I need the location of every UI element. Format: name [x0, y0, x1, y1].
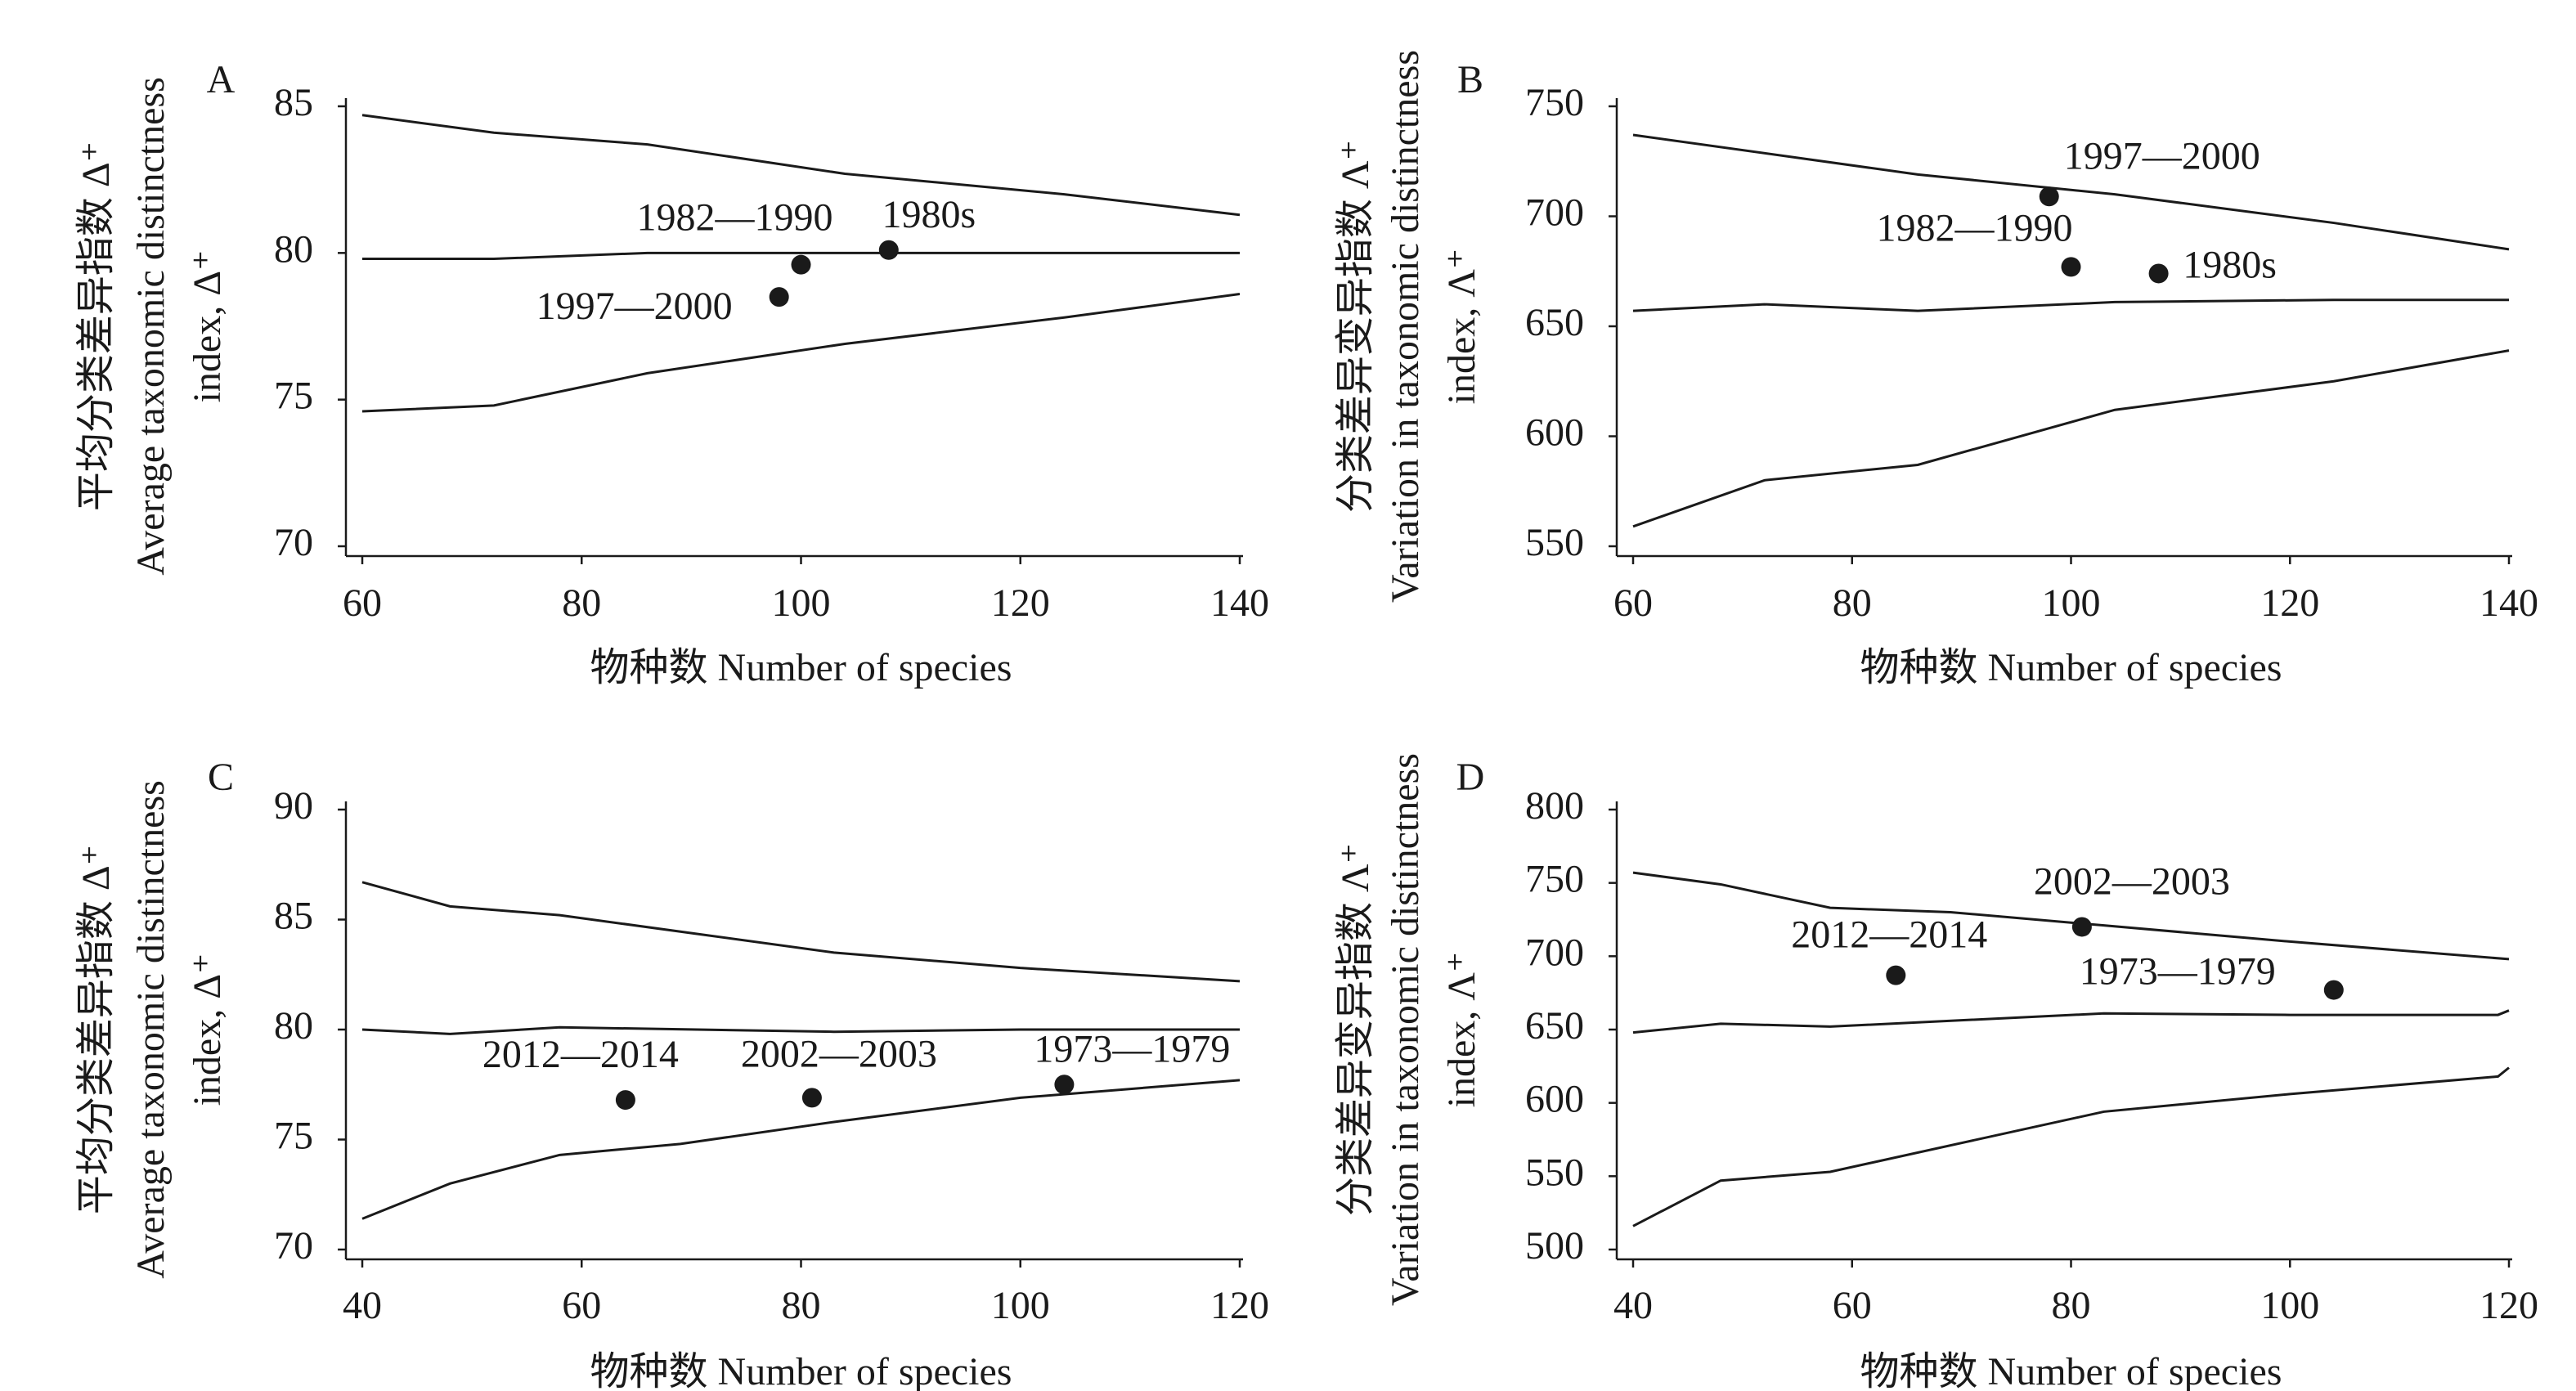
y-axis-label: 分类差异变异指数 Λ⁺	[1334, 843, 1377, 1216]
data-point	[2071, 917, 2092, 937]
x-tick-label: 100	[991, 1284, 1050, 1327]
y-axis-label: Average taxonomic distinctness	[129, 780, 173, 1279]
y-tick-label: 600	[1525, 411, 1584, 455]
data-point	[1054, 1075, 1075, 1095]
point-label: 1982—1990	[1877, 206, 2073, 249]
envelope-line	[361, 1025, 1240, 1035]
point-label: 1997—2000	[2064, 134, 2260, 177]
y-tick-label: 550	[1525, 1151, 1584, 1194]
envelope-line	[361, 881, 1241, 983]
point-label: 2002—2003	[741, 1032, 937, 1075]
point-label: 1973—1979	[1034, 1027, 1230, 1070]
point-label: 2012—2014	[482, 1033, 679, 1076]
point-label: 1980s	[2183, 243, 2277, 286]
y-tick-label: 80	[274, 227, 313, 271]
x-axis-label: 物种数 Number of species	[590, 1350, 1012, 1391]
y-tick-label: 700	[1525, 931, 1584, 974]
y-tick-label: 650	[1525, 301, 1584, 344]
envelope-line	[361, 114, 1241, 217]
y-tick-label: 70	[274, 521, 313, 564]
y-tick-label: 500	[1525, 1224, 1584, 1268]
point-label: 2012—2014	[1791, 913, 1987, 957]
data-point	[801, 1088, 822, 1108]
y-axis-label: 分类差异变异指数 Λ⁺	[1334, 140, 1377, 513]
envelope-line	[1632, 133, 2510, 251]
y-tick-label: 750	[1525, 81, 1584, 124]
panel-label: B	[1457, 58, 1483, 101]
y-tick-label: 750	[1525, 858, 1584, 901]
y-tick-label: 700	[1525, 191, 1584, 235]
y-tick-label: 800	[1525, 784, 1584, 828]
data-point	[2039, 186, 2059, 207]
envelope-line	[1632, 1009, 2510, 1034]
x-axis-label: 物种数 Number of species	[1860, 646, 2282, 689]
point-label: 1980s	[882, 193, 976, 236]
data-point	[615, 1090, 635, 1111]
x-tick-label: 60	[343, 581, 382, 625]
x-axis-label: 物种数 Number of species	[590, 646, 1012, 689]
x-tick-label: 120	[2480, 1284, 2538, 1327]
y-tick-label: 650	[1525, 1004, 1584, 1048]
y-axis-label: index, Λ⁺	[1440, 249, 1483, 405]
y-axis-label: index, Δ⁺	[186, 250, 229, 403]
y-tick-label: 80	[274, 1004, 313, 1048]
y-tick-label: 70	[274, 1224, 313, 1268]
data-point	[791, 254, 811, 275]
x-axis-label: 物种数 Number of species	[1860, 1350, 2282, 1391]
x-tick-label: 80	[1833, 581, 1872, 625]
x-tick-label: 120	[2260, 581, 2319, 625]
envelope-line	[1632, 1066, 2510, 1227]
envelope-line	[361, 1079, 1241, 1220]
y-tick-label: 75	[274, 375, 313, 418]
point-label: 1982—1990	[637, 196, 833, 240]
x-tick-label: 40	[1613, 1284, 1653, 1327]
point-label: 1997—2000	[536, 285, 733, 328]
y-axis-label: 平均分类差异指数 Δ⁺	[74, 141, 118, 511]
envelope-line	[362, 251, 1240, 261]
y-axis-label: 平均分类差异指数 Δ⁺	[74, 845, 118, 1214]
x-tick-label: 80	[2052, 1284, 2091, 1327]
x-tick-label: 120	[1210, 1284, 1269, 1327]
panel-label: C	[208, 756, 234, 799]
x-tick-label: 60	[562, 1284, 601, 1327]
point-label: 2002—2003	[2034, 859, 2230, 903]
data-point	[2323, 980, 2344, 1000]
y-axis-label: Variation in taxonomic distinctness	[1384, 753, 1427, 1306]
x-tick-label: 100	[2260, 1284, 2319, 1327]
x-tick-label: 140	[1210, 581, 1269, 625]
data-point	[769, 287, 789, 307]
envelope-line	[1632, 871, 2510, 961]
y-axis-label: Average taxonomic distinctness	[129, 77, 173, 576]
envelope-line	[1632, 349, 2510, 528]
x-tick-label: 100	[772, 581, 831, 625]
envelope-line	[361, 293, 1241, 413]
x-tick-label: 60	[1613, 581, 1653, 625]
y-tick-label: 85	[274, 81, 313, 124]
x-tick-label: 40	[343, 1284, 382, 1327]
x-tick-label: 140	[2480, 581, 2538, 625]
data-point	[878, 240, 899, 260]
panel-label: D	[1456, 756, 1485, 799]
x-tick-label: 80	[782, 1284, 821, 1327]
y-axis-label: Variation in taxonomic distinctness	[1384, 50, 1427, 603]
y-tick-label: 85	[274, 895, 313, 938]
y-axis-label: index, Λ⁺	[1440, 952, 1483, 1108]
y-tick-label: 75	[274, 1115, 313, 1158]
y-tick-label: 90	[274, 784, 313, 828]
envelope-line	[1632, 298, 2509, 312]
point-label: 1973—1979	[2080, 950, 2276, 994]
data-point	[2148, 263, 2169, 284]
x-tick-label: 120	[991, 581, 1050, 625]
y-tick-label: 550	[1525, 521, 1584, 564]
y-axis-label: index, Δ⁺	[186, 954, 229, 1106]
x-tick-label: 100	[2042, 581, 2101, 625]
y-tick-label: 600	[1525, 1078, 1584, 1121]
data-point	[2061, 257, 2081, 277]
panel-label: A	[207, 58, 236, 101]
x-tick-label: 80	[562, 581, 601, 625]
data-point	[1886, 965, 1906, 985]
x-tick-label: 60	[1833, 1284, 1872, 1327]
